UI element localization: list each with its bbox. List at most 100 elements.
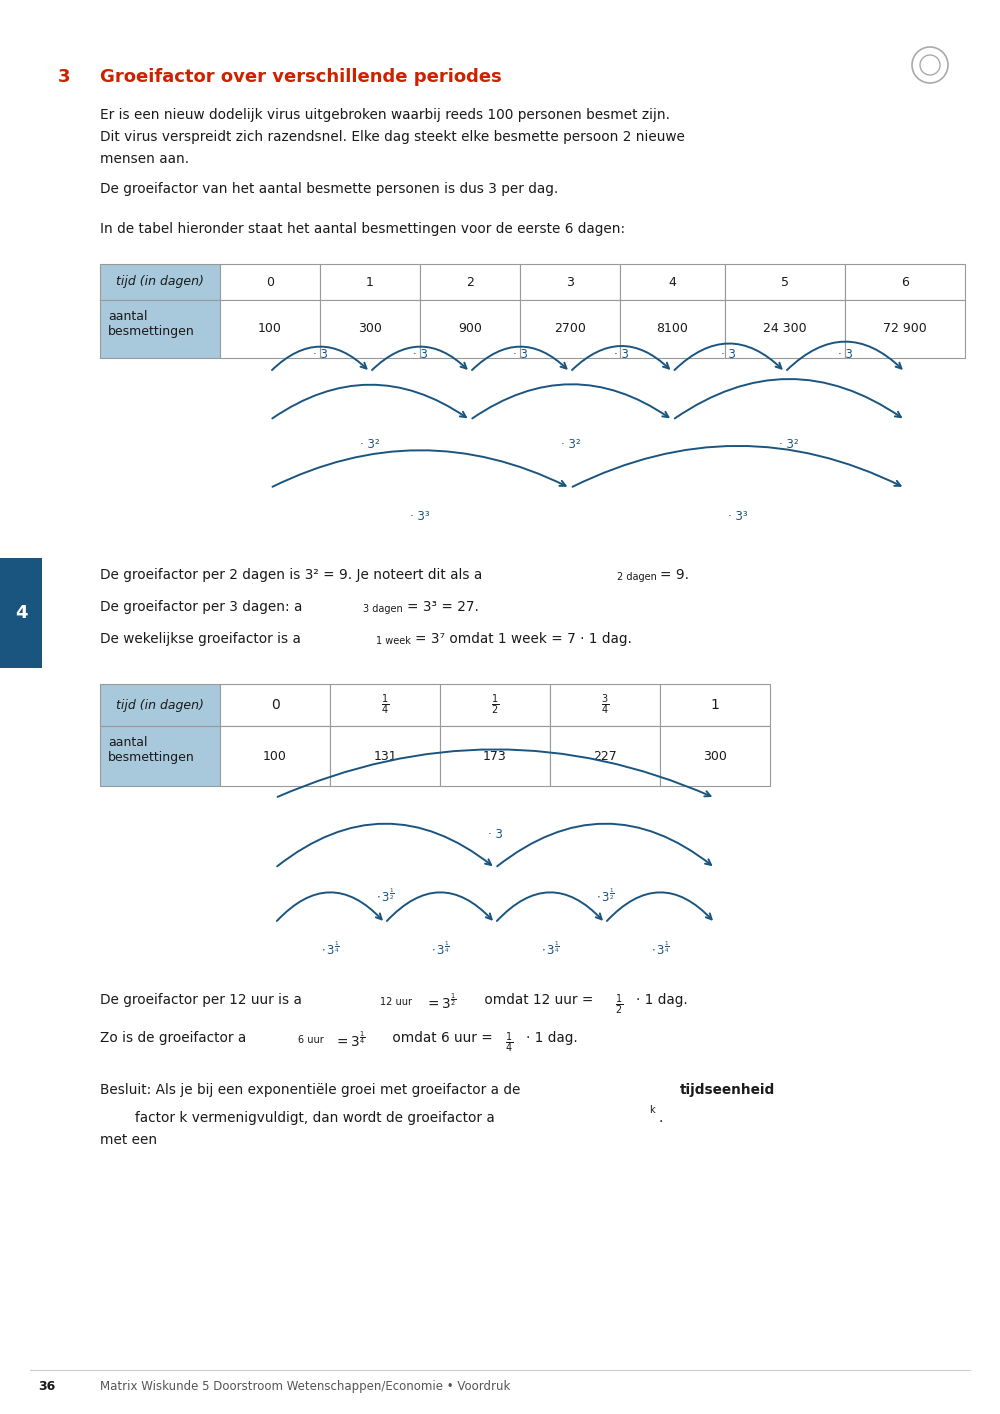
Text: = 9.: = 9. (660, 568, 689, 583)
Text: 100: 100 (263, 749, 287, 762)
Text: 0: 0 (266, 276, 274, 288)
Text: De groeifactor per 3 dagen: a: De groeifactor per 3 dagen: a (100, 600, 302, 614)
Text: tijd (in dagen): tijd (in dagen) (116, 276, 204, 288)
Text: .: . (658, 1111, 662, 1126)
Text: De groeifactor per 2 dagen is 3² = 9. Je noteert dit als a: De groeifactor per 2 dagen is 3² = 9. Je… (100, 568, 482, 583)
Text: · 3: · 3 (413, 348, 427, 361)
Text: De wekelijkse groeifactor is a: De wekelijkse groeifactor is a (100, 632, 301, 646)
Text: De groeifactor per 12 uur is a: De groeifactor per 12 uur is a (100, 993, 302, 1007)
FancyBboxPatch shape (520, 300, 620, 358)
Text: · 1 dag.: · 1 dag. (526, 1031, 578, 1045)
Text: · 3: · 3 (838, 348, 852, 361)
FancyBboxPatch shape (620, 300, 725, 358)
Text: 1: 1 (366, 276, 374, 288)
Text: k: k (649, 1104, 655, 1116)
Text: $= 3^{\frac{1}{2}}$: $= 3^{\frac{1}{2}}$ (425, 993, 457, 1012)
FancyBboxPatch shape (220, 684, 330, 725)
Text: = 3⁷ omdat 1 week = 7 · 1 dag.: = 3⁷ omdat 1 week = 7 · 1 dag. (415, 632, 632, 646)
Text: $\cdot\,3^{\frac{1}{2}}$: $\cdot\,3^{\frac{1}{2}}$ (376, 888, 394, 905)
FancyBboxPatch shape (660, 725, 770, 786)
FancyBboxPatch shape (220, 300, 320, 358)
FancyBboxPatch shape (440, 684, 550, 725)
FancyBboxPatch shape (320, 300, 420, 358)
Text: 900: 900 (458, 322, 482, 335)
Text: Dit virus verspreidt zich razendsnel. Elke dag steekt elke besmette persoon 2 ni: Dit virus verspreidt zich razendsnel. El… (100, 130, 685, 144)
Text: · 3: · 3 (513, 348, 527, 361)
Text: · 3²: · 3² (360, 438, 380, 451)
Text: 2700: 2700 (554, 322, 586, 335)
Text: 2: 2 (466, 276, 474, 288)
FancyBboxPatch shape (0, 559, 42, 667)
Text: 8100: 8100 (657, 322, 688, 335)
FancyBboxPatch shape (220, 725, 330, 786)
Text: Zo is de groeifactor a: Zo is de groeifactor a (100, 1031, 246, 1045)
FancyBboxPatch shape (100, 684, 220, 725)
FancyBboxPatch shape (845, 300, 965, 358)
Text: 12 uur: 12 uur (380, 997, 412, 1007)
FancyBboxPatch shape (620, 264, 725, 300)
FancyBboxPatch shape (520, 264, 620, 300)
Text: · 3³: · 3³ (410, 510, 430, 523)
Text: 4: 4 (15, 604, 27, 622)
Text: = 3³ = 27.: = 3³ = 27. (407, 600, 479, 614)
FancyBboxPatch shape (330, 684, 440, 725)
Text: $\cdot\,3^{\frac{1}{4}}$: $\cdot\,3^{\frac{1}{4}}$ (541, 940, 559, 959)
Text: aantal
besmettingen: aantal besmettingen (108, 737, 195, 764)
Text: · 3: · 3 (488, 829, 502, 841)
Text: 3: 3 (58, 68, 70, 86)
Text: 3: 3 (566, 276, 574, 288)
FancyBboxPatch shape (420, 264, 520, 300)
Text: · 3²: · 3² (561, 438, 581, 451)
Text: 2 dagen: 2 dagen (617, 573, 657, 583)
Text: met een: met een (100, 1133, 157, 1147)
Text: $\cdot\,3^{\frac{1}{4}}$: $\cdot\,3^{\frac{1}{4}}$ (431, 940, 449, 959)
FancyBboxPatch shape (845, 264, 965, 300)
Text: 300: 300 (358, 322, 382, 335)
Text: Besluit: Als je bij een exponentiële groei met groeifactor a de: Besluit: Als je bij een exponentiële gro… (100, 1083, 525, 1097)
FancyBboxPatch shape (100, 725, 220, 786)
Text: In de tabel hieronder staat het aantal besmettingen voor de eerste 6 dagen:: In de tabel hieronder staat het aantal b… (100, 222, 625, 236)
Text: factor k vermenigvuldigt, dan wordt de groeifactor a: factor k vermenigvuldigt, dan wordt de g… (100, 1111, 495, 1126)
Text: $\cdot\,3^{\frac{1}{2}}$: $\cdot\,3^{\frac{1}{2}}$ (596, 888, 614, 905)
Text: 4: 4 (669, 276, 676, 288)
Text: · 3: · 3 (313, 348, 327, 361)
Text: omdat 12 uur =: omdat 12 uur = (480, 993, 598, 1007)
Text: 1: 1 (711, 699, 719, 713)
Text: tijdseenheid: tijdseenheid (680, 1083, 775, 1097)
Text: $\frac{1}{4}$: $\frac{1}{4}$ (381, 693, 389, 717)
Text: 5: 5 (781, 276, 789, 288)
Text: mensen aan.: mensen aan. (100, 151, 189, 165)
Text: 227: 227 (593, 749, 617, 762)
Text: $\frac{1}{4}$: $\frac{1}{4}$ (505, 1031, 513, 1055)
Text: $\frac{1}{2}$: $\frac{1}{2}$ (491, 693, 499, 717)
Text: 100: 100 (258, 322, 282, 335)
Text: aantal
besmettingen: aantal besmettingen (108, 310, 195, 338)
Text: Groeifactor over verschillende periodes: Groeifactor over verschillende periodes (100, 68, 502, 86)
FancyBboxPatch shape (550, 725, 660, 786)
Text: Matrix Wiskunde 5 Doorstroom Wetenschappen/Economie • Voordruk: Matrix Wiskunde 5 Doorstroom Wetenschapp… (100, 1380, 510, 1393)
FancyBboxPatch shape (330, 725, 440, 786)
Text: · 3²: · 3² (779, 438, 799, 451)
Text: $\cdot\,3^{\frac{1}{4}}$: $\cdot\,3^{\frac{1}{4}}$ (321, 940, 339, 959)
Text: 36: 36 (38, 1380, 55, 1393)
Text: 3 dagen: 3 dagen (363, 604, 403, 614)
Text: · 3: · 3 (721, 348, 736, 361)
Text: $= 3^{\frac{1}{4}}$: $= 3^{\frac{1}{4}}$ (334, 1031, 366, 1051)
FancyBboxPatch shape (725, 300, 845, 358)
Text: $\cdot\,3^{\frac{1}{4}}$: $\cdot\,3^{\frac{1}{4}}$ (651, 940, 669, 959)
FancyBboxPatch shape (420, 300, 520, 358)
Text: 131: 131 (373, 749, 397, 762)
Text: · 3: · 3 (614, 348, 629, 361)
Text: 300: 300 (703, 749, 727, 762)
FancyBboxPatch shape (100, 300, 220, 358)
Text: $\frac{3}{4}$: $\frac{3}{4}$ (601, 693, 609, 717)
Text: 24 300: 24 300 (763, 322, 807, 335)
Text: · 1 dag.: · 1 dag. (636, 993, 688, 1007)
FancyBboxPatch shape (660, 684, 770, 725)
FancyBboxPatch shape (100, 264, 220, 300)
FancyBboxPatch shape (725, 264, 845, 300)
Text: Er is een nieuw dodelijk virus uitgebroken waarbij reeds 100 personen besmet zij: Er is een nieuw dodelijk virus uitgebrok… (100, 107, 670, 122)
Text: 6 uur: 6 uur (298, 1035, 324, 1045)
Text: 1 week: 1 week (376, 636, 411, 646)
Text: · 3³: · 3³ (728, 510, 747, 523)
